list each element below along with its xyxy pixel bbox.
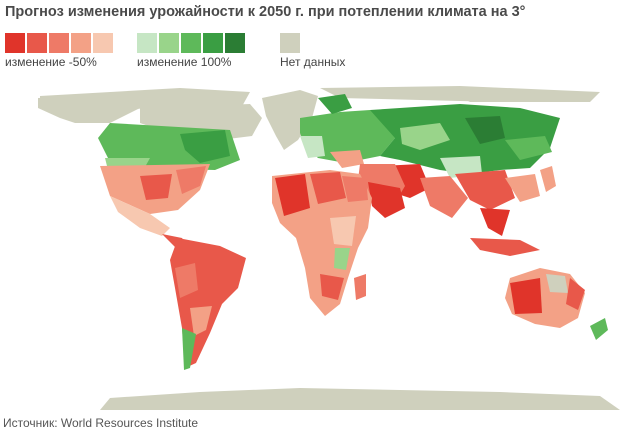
antarctica — [100, 388, 620, 410]
legend-swatch-4 — [71, 33, 91, 53]
legend-swatch-5 — [93, 33, 113, 53]
map-title: Прогноз изменения урожайности к 2050 г. … — [5, 4, 526, 20]
legend-label-low: изменение -50% — [5, 55, 97, 69]
world-map — [38, 86, 620, 410]
source-note: Источник: World Resources Institute — [3, 416, 199, 430]
australia-oceania — [505, 268, 608, 340]
legend-swatch-3 — [49, 33, 69, 53]
legend-swatch-7 — [159, 33, 179, 53]
legend-label-nodata: Нет данных — [280, 55, 346, 69]
legend-swatch-6 — [137, 33, 157, 53]
legend: изменение -50% изменение 100% Нет данных — [5, 33, 385, 73]
legend-swatch-8 — [181, 33, 201, 53]
asia — [370, 88, 560, 256]
legend-swatch-nodata — [280, 33, 300, 53]
north-america — [38, 96, 262, 250]
greenland — [262, 90, 318, 150]
south-america — [170, 238, 246, 370]
africa — [272, 170, 372, 316]
legend-swatch-2 — [27, 33, 47, 53]
europe — [300, 94, 400, 168]
legend-swatch-10 — [225, 33, 245, 53]
legend-swatch-1 — [5, 33, 25, 53]
legend-swatch-9 — [203, 33, 223, 53]
legend-label-high: изменение 100% — [137, 55, 232, 69]
middle-east — [358, 164, 405, 218]
